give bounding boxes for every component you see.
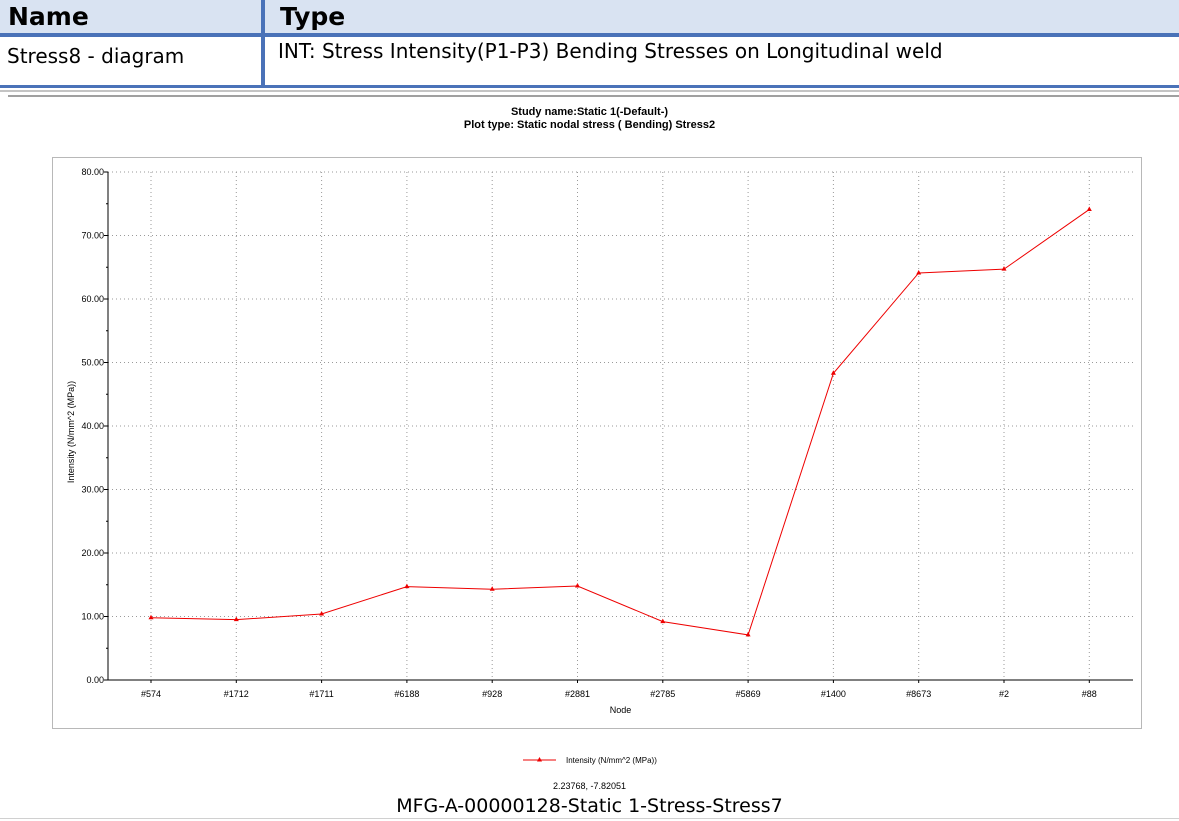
data-point bbox=[1086, 206, 1092, 211]
data-point bbox=[233, 616, 239, 622]
divider bbox=[0, 818, 1179, 819]
cell-type: INT: Stress Intensity(P1-P3) Bending Str… bbox=[278, 39, 943, 63]
divider bbox=[8, 95, 1179, 97]
data-point bbox=[148, 614, 154, 620]
study-name: Study name:Static 1(-Default-) bbox=[510, 106, 669, 118]
data-point bbox=[660, 618, 666, 624]
data-point bbox=[1001, 266, 1007, 271]
y-tick-label: 30.00 bbox=[81, 485, 104, 495]
column-header-name: Name bbox=[8, 2, 89, 31]
x-tick-label: #8673 bbox=[906, 689, 931, 699]
x-tick-label: #5869 bbox=[736, 689, 761, 699]
x-axis-title: Node bbox=[610, 705, 632, 715]
y-tick-label: 60.00 bbox=[81, 294, 104, 304]
x-tick-label: #928 bbox=[482, 689, 502, 699]
x-tick-label: #2 bbox=[999, 689, 1009, 699]
x-tick-label: #2881 bbox=[565, 689, 590, 699]
y-tick-label: 0.00 bbox=[86, 675, 104, 685]
x-tick-label: #1400 bbox=[821, 689, 846, 699]
divider bbox=[0, 90, 1179, 92]
table-header-row: Name Type bbox=[0, 0, 1179, 37]
y-tick-label: 80.00 bbox=[81, 167, 104, 177]
y-tick-label: 40.00 bbox=[81, 421, 104, 431]
x-tick-label: #88 bbox=[1082, 689, 1097, 699]
y-tick-label: 10.00 bbox=[81, 612, 104, 622]
y-tick-label: 50.00 bbox=[81, 358, 104, 368]
column-divider bbox=[261, 0, 265, 85]
x-tick-label: #1712 bbox=[224, 689, 249, 699]
data-point bbox=[404, 583, 410, 589]
legend-marker bbox=[537, 757, 542, 762]
x-tick-label: #1711 bbox=[309, 689, 333, 699]
table-row: Stress8 - diagram INT: Stress Intensity(… bbox=[0, 37, 1179, 88]
series-line bbox=[150, 209, 1090, 636]
data-point bbox=[575, 583, 580, 588]
chart-frame bbox=[52, 157, 1142, 729]
data-point bbox=[745, 631, 751, 637]
x-tick-label: #2785 bbox=[650, 689, 675, 699]
data-point bbox=[489, 586, 495, 591]
y-tick-label: 20.00 bbox=[81, 548, 104, 558]
cell-name: Stress8 - diagram bbox=[7, 44, 185, 68]
x-tick-label: #574 bbox=[141, 689, 161, 699]
coordinate-readout: 2.23768, -7.82051 bbox=[552, 781, 627, 791]
figure-caption: MFG-A-00000128-Static 1-Stress-Stress7 bbox=[396, 795, 783, 817]
y-tick-label: 70.00 bbox=[81, 231, 104, 241]
plot-type: Plot type: Static nodal stress ( Bending… bbox=[463, 119, 716, 131]
column-header-type: Type bbox=[280, 2, 346, 31]
legend-label: Intensity (N/mm^2 (MPa)) bbox=[566, 756, 657, 765]
data-point bbox=[916, 269, 922, 275]
x-tick-label: #6188 bbox=[394, 689, 419, 699]
y-axis-title: Intensity (N/mm^2 (MPa)) bbox=[66, 381, 76, 483]
data-point bbox=[319, 610, 325, 616]
data-point bbox=[830, 370, 836, 375]
